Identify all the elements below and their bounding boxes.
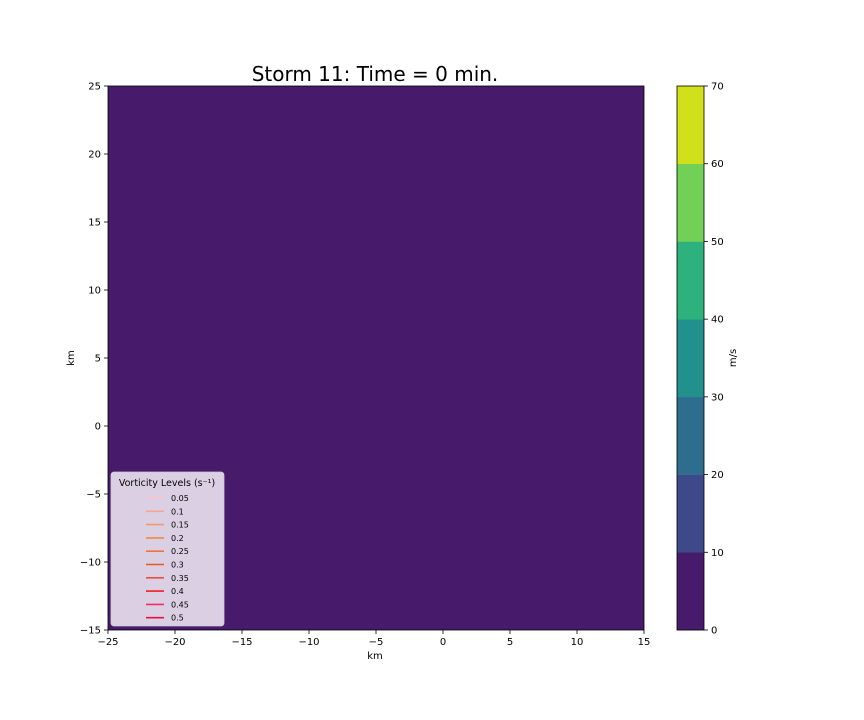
- legend-entry-label: 0.15: [171, 521, 189, 530]
- x-tick-label: −25: [97, 637, 118, 648]
- colorbar-segment: [677, 319, 704, 398]
- y-tick-label: 5: [95, 354, 101, 365]
- y-axis-label: km: [66, 350, 77, 366]
- legend-entry-label: 0.45: [171, 600, 189, 609]
- y-tick-label: 0: [95, 422, 101, 433]
- legend: Vorticity Levels (s⁻¹) 0.05 0.1 0.15 0.2 0.2…: [110, 471, 225, 627]
- colorbar-label: m/s: [728, 349, 739, 367]
- plot-frame: [107, 85, 645, 631]
- colorbar-segment: [677, 474, 704, 553]
- legend-entry-label: 0.4: [171, 587, 184, 596]
- colorbar-segment: [677, 86, 704, 165]
- legend-entry-label: 0.2: [171, 534, 184, 543]
- y-axis-ticks: −15 −10 −5 0 5 10 15 20 25: [80, 82, 108, 637]
- colorbar-tick-label: 10: [711, 548, 724, 559]
- x-tick-label: −5: [369, 637, 384, 648]
- x-tick-label: −15: [231, 637, 252, 648]
- y-tick-label: 10: [88, 286, 101, 297]
- colorbar-tick-label: 70: [711, 82, 724, 93]
- y-tick-label: 20: [88, 150, 101, 161]
- legend-entry-label: 0.1: [171, 507, 184, 516]
- colorbar-tick-label: 40: [711, 315, 724, 326]
- x-tick-label: −20: [164, 637, 185, 648]
- x-tick-label: 0: [440, 637, 446, 648]
- x-tick-label: 10: [571, 637, 584, 648]
- legend-entry-label: 0.3: [171, 561, 184, 570]
- colorbar-segment: [677, 241, 704, 320]
- y-tick-label: 25: [88, 82, 101, 93]
- x-tick-label: 15: [638, 637, 651, 648]
- colorbar-segment: [677, 163, 704, 242]
- y-tick-label: −10: [80, 558, 101, 569]
- x-tick-label: 5: [507, 637, 513, 648]
- colorbar-tick-label: 60: [711, 159, 724, 170]
- x-tick-label: −10: [298, 637, 319, 648]
- colorbar-tick-label: 30: [711, 392, 724, 403]
- legend-entry-label: 0.05: [171, 494, 189, 503]
- y-tick-label: −15: [80, 626, 101, 637]
- colorbar-tick-label: 0: [711, 626, 717, 637]
- colorbar-frame: [676, 85, 705, 631]
- colorbar-segment: [677, 396, 704, 475]
- legend-title: Vorticity Levels (s⁻¹): [119, 478, 215, 489]
- colorbar-tick-label: 50: [711, 237, 724, 248]
- colorbar-tick-label: 20: [711, 470, 724, 481]
- x-axis-ticks: −25 −20 −15 −10 −5 0 5 10 15: [97, 630, 650, 648]
- x-axis-label: km: [367, 651, 383, 662]
- legend-entry-label: 0.5: [171, 614, 184, 623]
- y-tick-label: 15: [88, 218, 101, 229]
- legend-entry-label: 0.35: [171, 574, 189, 583]
- y-tick-label: −5: [86, 490, 101, 501]
- colorbar-segment: [677, 552, 704, 631]
- legend-entry-label: 0.25: [171, 547, 189, 556]
- legend-box: [110, 471, 225, 627]
- chart-title: Storm 11: Time = 0 min.: [252, 62, 499, 86]
- colorbar: 0 10 20 30 40 50 60 70: [676, 82, 724, 637]
